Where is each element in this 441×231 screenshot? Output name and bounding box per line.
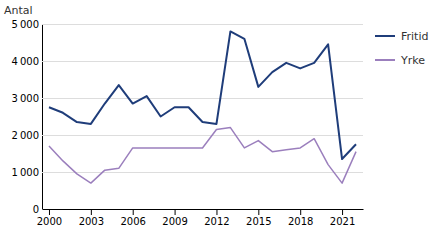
tick-mark: [133, 209, 134, 215]
x-tick-label: 2009: [162, 216, 187, 227]
y-tick-label: 4 000: [12, 56, 39, 67]
legend-label: Fritid: [401, 30, 428, 43]
grid-line: [42, 24, 363, 25]
plot: 01 0002 0003 0004 0005 00020002003200620…: [12, 19, 364, 227]
x-tick-label: 2006: [120, 216, 145, 227]
legend-swatch: [375, 35, 395, 37]
chart: 01 0002 0003 0004 0005 00020002003200620…: [0, 0, 441, 231]
series-line: [49, 128, 356, 184]
tick-mark: [91, 209, 92, 215]
y-axis-line: [42, 25, 43, 210]
tick-mark: [49, 209, 50, 215]
grid-line: [42, 172, 363, 173]
x-tick-label: 2000: [37, 216, 62, 227]
grid-line: [42, 209, 363, 210]
tick-mark: [300, 209, 301, 215]
x-axis-line: [43, 209, 364, 210]
y-axis: 0 1 000 2 000 3 000 4 000 5 000: [12, 19, 363, 215]
legend-item: Yrke: [375, 54, 425, 67]
tick-mark: [216, 209, 217, 215]
x-tick-label: 2012: [204, 216, 229, 227]
y-tick: 5 000: [12, 19, 363, 30]
x-tick: 2003: [79, 209, 104, 227]
y-tick: 1 000: [12, 167, 363, 178]
x-tick: 2006: [120, 209, 145, 227]
y-tick-label: 5 000: [12, 19, 39, 30]
x-tick: 2009: [162, 209, 187, 227]
legend-label: Yrke: [400, 54, 425, 67]
legend: Fritid Yrke: [375, 30, 428, 67]
y-tick: 0: [33, 204, 363, 215]
x-tick: 2015: [246, 209, 271, 227]
y-axis-title: Antal: [4, 4, 33, 17]
tick-mark: [258, 209, 259, 215]
y-tick-label: 0: [33, 204, 39, 215]
x-tick-label: 2003: [79, 216, 104, 227]
x-tick-label: 2018: [288, 216, 313, 227]
lines: [49, 31, 356, 183]
legend-item: Fritid: [375, 30, 428, 43]
x-tick-label: 2015: [246, 216, 271, 227]
tick-mark: [175, 209, 176, 215]
y-tick-label: 1 000: [12, 167, 39, 178]
y-tick-label: 3 000: [12, 93, 39, 104]
x-tick-label: 2021: [330, 216, 355, 227]
x-axis: 2000 2003 2006 2009 2012 2015 2018 2021: [37, 209, 364, 227]
y-tick: 3 000: [12, 93, 363, 104]
x-tick: 2018: [288, 209, 313, 227]
tick-mark: [342, 209, 343, 215]
x-tick: 2000: [37, 209, 62, 227]
series-line: [49, 31, 356, 159]
x-tick: 2012: [204, 209, 229, 227]
x-tick: 2021: [330, 209, 355, 227]
legend-swatch: [375, 59, 395, 61]
y-tick: 2 000: [12, 130, 363, 141]
grid-line: [42, 135, 363, 136]
y-tick-label: 2 000: [12, 130, 39, 141]
grid-line: [42, 98, 363, 99]
